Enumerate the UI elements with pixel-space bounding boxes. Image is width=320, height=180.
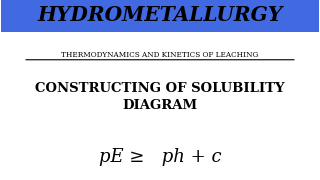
Bar xyxy=(1,0,319,32)
Text: CONSTRUCTING OF SOLUBILITY
DIAGRAM: CONSTRUCTING OF SOLUBILITY DIAGRAM xyxy=(35,82,285,112)
Text: THERMODYNAMICS AND KINETICS OF LEACHING: THERMODYNAMICS AND KINETICS OF LEACHING xyxy=(61,51,259,59)
Text: HYDROMETALLURGY: HYDROMETALLURGY xyxy=(37,5,283,25)
Text: pE ≥   ph + c: pE ≥ ph + c xyxy=(99,148,221,166)
